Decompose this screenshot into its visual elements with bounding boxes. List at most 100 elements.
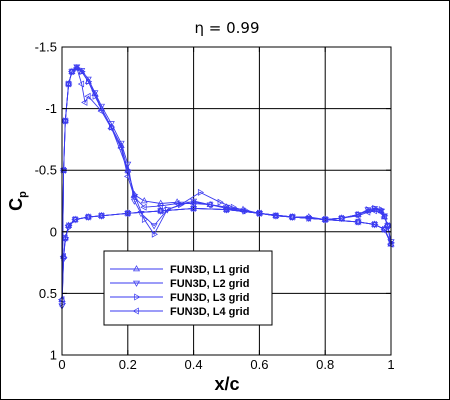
y-tick-label: 1 xyxy=(50,348,57,363)
data-point xyxy=(73,64,81,71)
data-point xyxy=(81,99,88,106)
data-point xyxy=(123,209,131,217)
legend-label: FUN3D, L4 grid xyxy=(170,306,249,318)
data-point xyxy=(63,117,70,125)
data-point xyxy=(124,161,132,168)
data-point xyxy=(130,193,137,201)
data-point xyxy=(117,144,124,152)
series-line-upper xyxy=(61,67,392,300)
data-point xyxy=(377,208,384,216)
data-point xyxy=(79,68,86,76)
data-point xyxy=(321,215,328,224)
data-point xyxy=(370,207,377,215)
plot-frame xyxy=(61,46,392,356)
series-4 xyxy=(58,64,394,303)
x-tick-label: 0 xyxy=(58,357,65,372)
data-point xyxy=(97,107,104,115)
data-point xyxy=(255,209,262,217)
data-point xyxy=(380,213,387,221)
data-point xyxy=(109,123,116,131)
data-point xyxy=(92,92,99,100)
data-point xyxy=(61,234,68,242)
data-point xyxy=(370,220,377,228)
y-tick-label: 0 xyxy=(50,224,57,239)
data-point xyxy=(365,206,372,214)
data-point xyxy=(107,124,114,132)
x-tick-label: 0.2 xyxy=(119,357,137,372)
data-point xyxy=(157,199,165,206)
data-point xyxy=(64,222,71,230)
data-point xyxy=(132,191,139,199)
data-point xyxy=(380,225,387,233)
data-point xyxy=(61,117,68,125)
x-tick-label: 0.8 xyxy=(316,357,334,372)
legend-marker xyxy=(134,293,141,301)
x-tick-label: 0.6 xyxy=(250,357,268,372)
legend-box xyxy=(103,250,273,326)
data-point xyxy=(86,77,93,86)
data-point xyxy=(197,188,205,196)
legend-label: FUN3D, L3 grid xyxy=(170,292,249,304)
y-tick-label: -1.5 xyxy=(35,40,57,55)
data-point xyxy=(64,80,71,88)
data-point xyxy=(72,216,80,223)
data-point xyxy=(151,230,159,238)
data-point xyxy=(354,212,361,220)
data-point xyxy=(156,207,163,215)
series-line-lower xyxy=(61,207,392,300)
data-point xyxy=(189,204,196,212)
legend: FUN3D, L1 grid FUN3D, L2 grid FUN3D, L3 gr… xyxy=(103,250,273,326)
data-point xyxy=(117,140,125,148)
y-axis-label: Cp xyxy=(6,191,29,211)
data-point xyxy=(165,206,172,214)
data-point xyxy=(354,218,361,226)
data-point xyxy=(84,213,91,221)
data-point xyxy=(69,68,76,76)
data-point xyxy=(337,214,344,222)
data-point xyxy=(140,197,148,204)
data-point xyxy=(156,202,163,210)
x-tick-label: 0.4 xyxy=(185,357,203,372)
y-tick-label: -0.5 xyxy=(35,163,57,178)
data-point xyxy=(206,201,213,209)
data-point xyxy=(372,204,379,212)
data-point xyxy=(59,253,66,260)
data-point xyxy=(150,223,158,230)
y-axis-label-sub: p xyxy=(17,191,29,198)
y-tick-label: -1 xyxy=(45,101,57,116)
data-point xyxy=(189,199,196,207)
data-point xyxy=(382,212,389,220)
data-point xyxy=(222,206,229,214)
data-point xyxy=(77,80,85,88)
data-point xyxy=(217,198,224,206)
data-point xyxy=(141,215,149,224)
data-point xyxy=(364,208,371,216)
data-point xyxy=(383,222,390,230)
data-point xyxy=(388,239,395,247)
x-axis-label: x/c xyxy=(214,374,239,394)
data-point xyxy=(387,240,394,248)
legend-marker xyxy=(132,307,139,315)
data-point xyxy=(173,200,180,207)
data-point xyxy=(58,296,65,303)
chart-title: η = 0.99 xyxy=(194,19,259,37)
data-point xyxy=(288,213,295,221)
data-point xyxy=(140,203,147,211)
data-point xyxy=(230,203,238,211)
legend-label: FUN3D, L2 grid xyxy=(170,278,249,290)
data-point xyxy=(123,172,131,180)
legend-marker xyxy=(132,280,141,287)
x-tick-label: 1 xyxy=(387,357,394,372)
data-point xyxy=(67,68,75,76)
legend-marker xyxy=(132,265,141,272)
series-group xyxy=(58,63,395,310)
data-point xyxy=(72,64,80,72)
data-point xyxy=(190,198,198,205)
data-point xyxy=(66,222,73,230)
data-point xyxy=(97,212,104,220)
data-point xyxy=(71,215,78,224)
y-tick-label: 0.5 xyxy=(39,286,57,301)
axis-ticks: 0 0.2 0.4 0.6 0.8 1 -1.5 -1 -0.5 0 0.5 1 xyxy=(35,40,395,373)
legend-label: FUN3D, L1 grid xyxy=(170,264,249,276)
